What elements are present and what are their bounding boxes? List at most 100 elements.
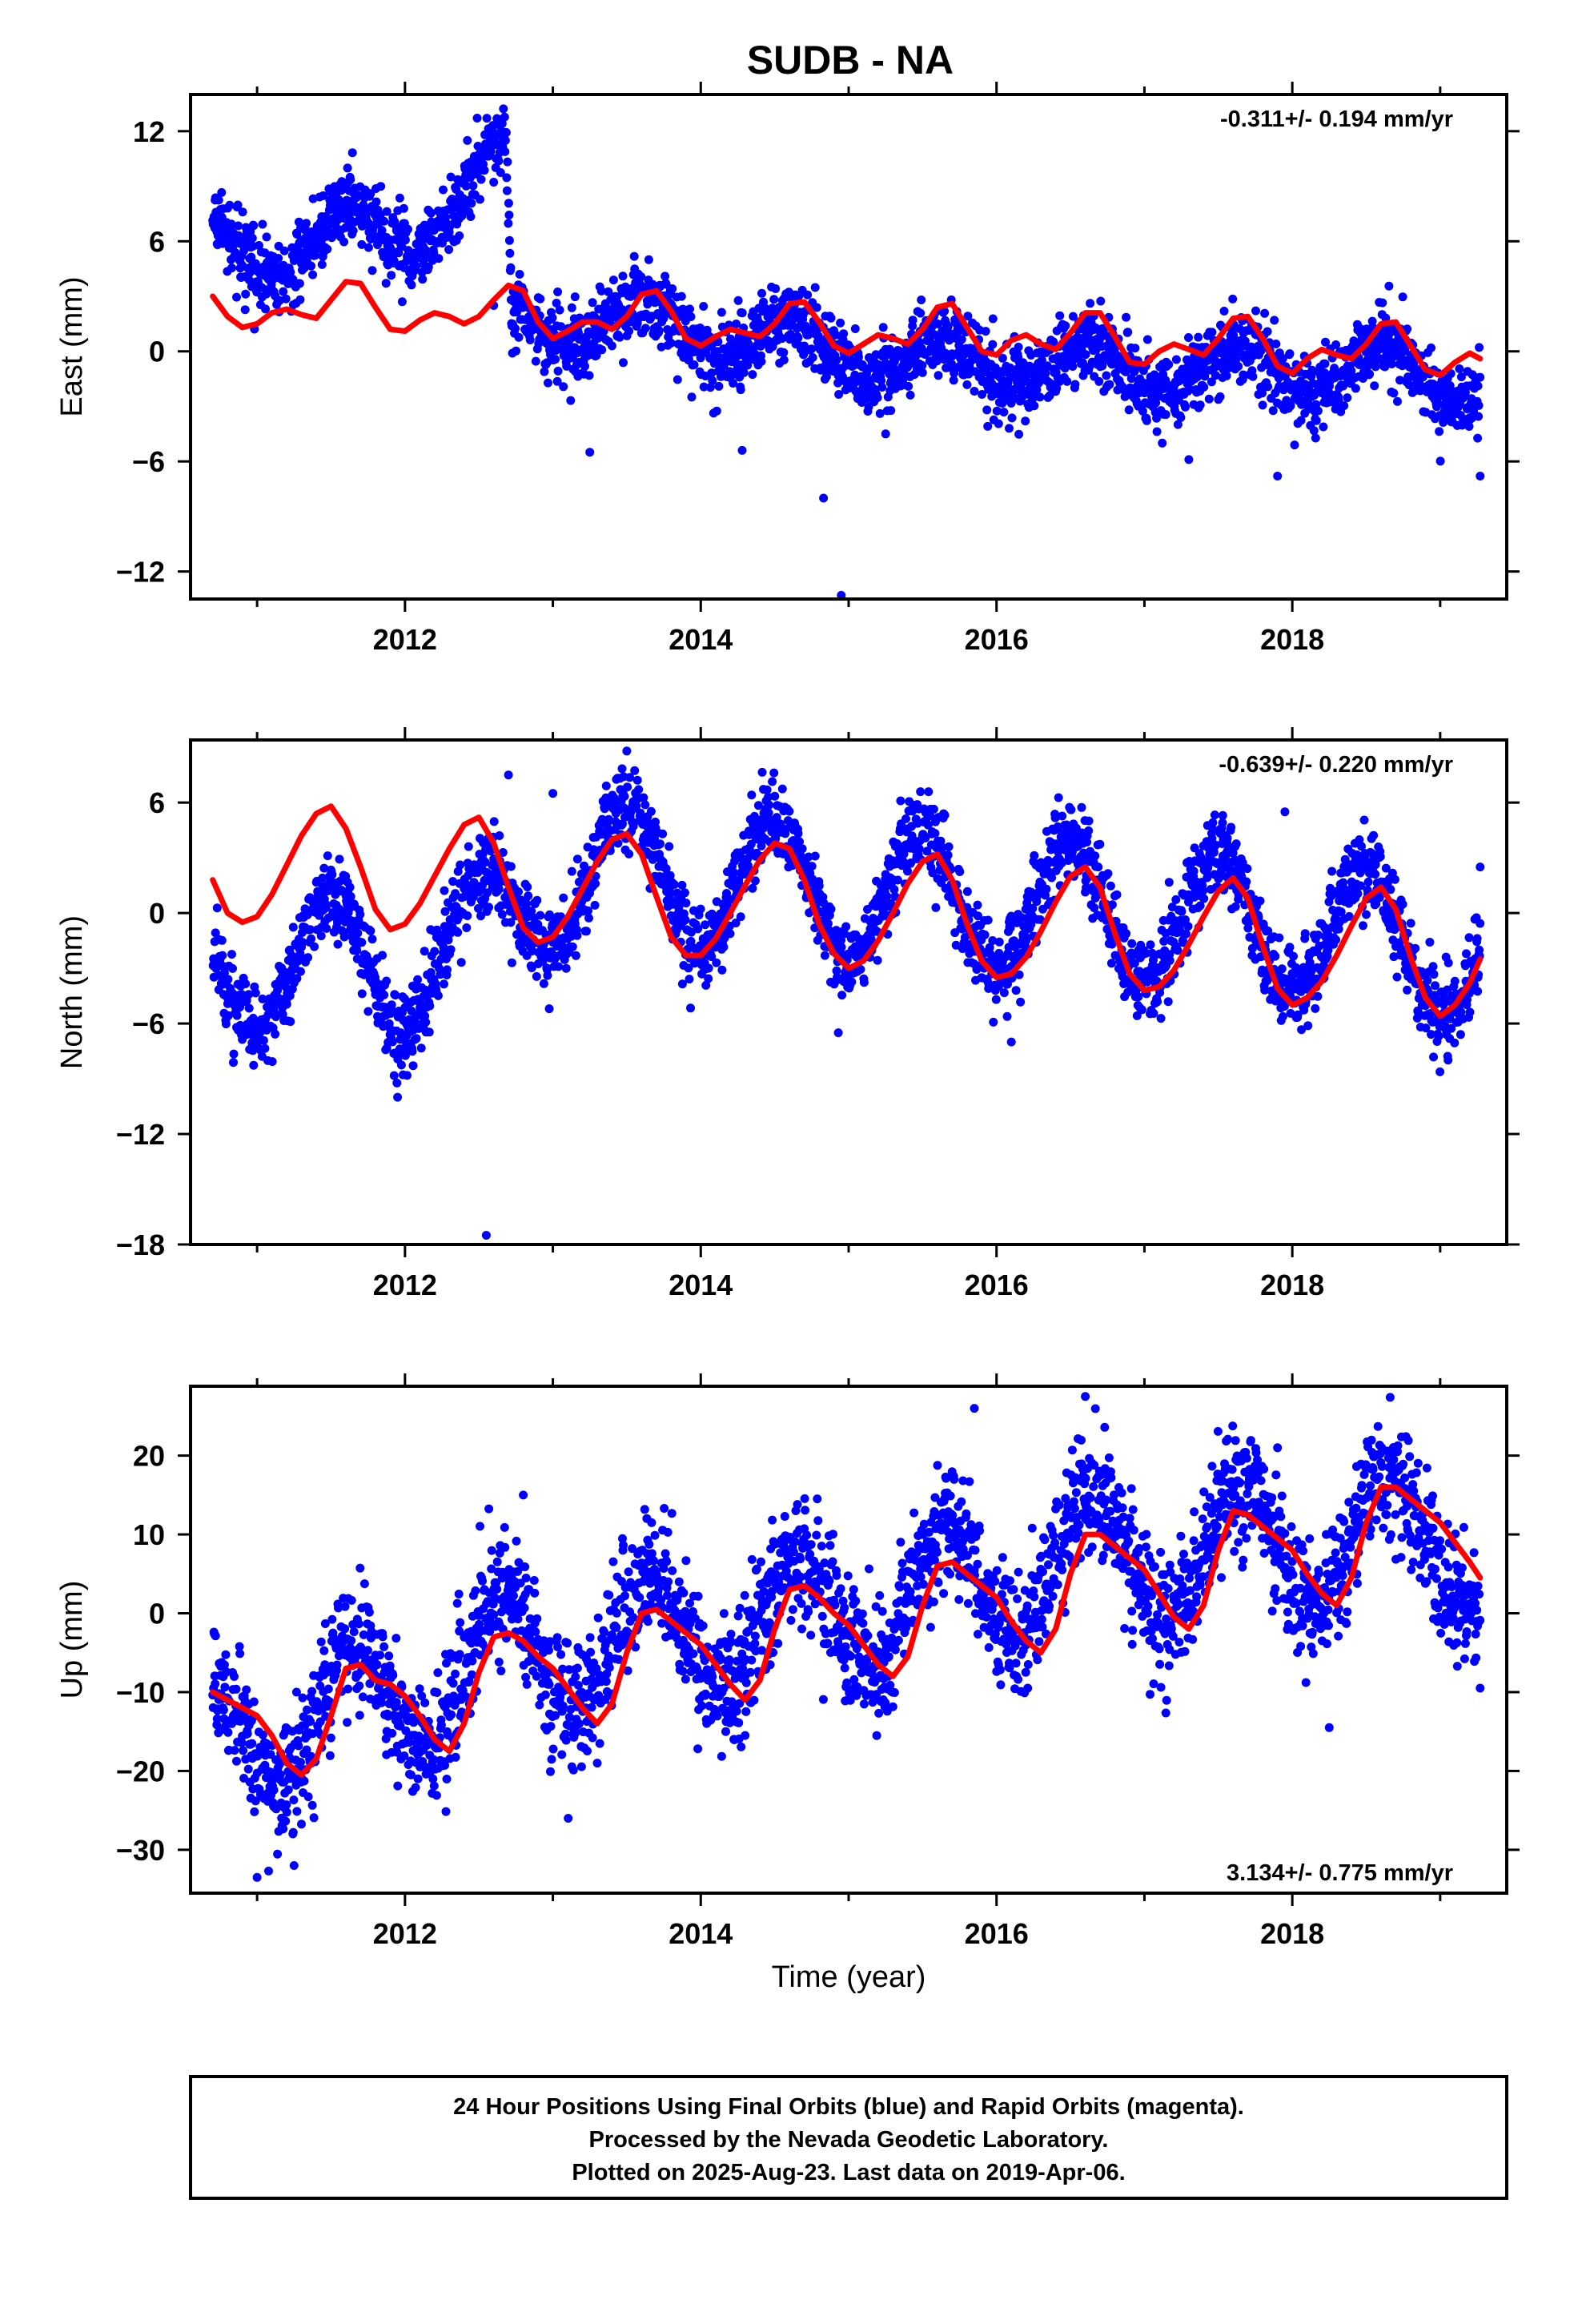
data-point [212, 903, 222, 913]
data-point [875, 408, 885, 418]
data-point [785, 329, 795, 339]
data-point [1296, 416, 1306, 425]
data-point [640, 324, 650, 333]
data-point [1138, 406, 1147, 416]
data-point [696, 904, 705, 914]
data-point [1189, 866, 1199, 876]
data-point [1398, 292, 1407, 302]
data-point [1130, 959, 1139, 968]
data-point [983, 915, 993, 925]
data-point [696, 353, 705, 363]
data-point [241, 979, 251, 988]
data-point [1309, 426, 1319, 436]
data-point [580, 361, 589, 371]
data-point [514, 887, 523, 896]
data-point [1021, 416, 1030, 426]
x-tick-label: 2018 [1260, 623, 1324, 656]
data-point [1435, 456, 1445, 466]
data-point [1078, 358, 1087, 368]
data-point [748, 883, 757, 893]
data-point [227, 219, 236, 229]
data-point [357, 239, 367, 249]
data-point [1239, 370, 1248, 380]
data-point [1176, 412, 1186, 422]
data-point [992, 406, 1002, 416]
data-point [1062, 376, 1072, 386]
data-point [1094, 376, 1104, 386]
data-point [931, 903, 941, 912]
data-point [381, 279, 391, 288]
data-point [511, 324, 520, 333]
data-point [917, 360, 927, 370]
x-tick-label: 2012 [373, 623, 437, 656]
data-point [418, 275, 428, 284]
data-point [1095, 839, 1105, 849]
data-point [832, 966, 841, 975]
data-point [357, 989, 367, 999]
data-point [1313, 406, 1323, 416]
data-point [310, 942, 319, 951]
data-point [924, 787, 934, 797]
data-point [1058, 811, 1067, 821]
data-point [1050, 813, 1060, 822]
data-point [319, 191, 328, 200]
outlier-point [881, 429, 890, 439]
data-point [890, 365, 900, 374]
data-point [308, 270, 318, 279]
data-point [908, 316, 917, 325]
data-point [319, 863, 329, 873]
data-point [480, 858, 490, 867]
data-point [762, 785, 772, 794]
data-point [446, 172, 456, 182]
data-point [462, 923, 472, 932]
data-point [1159, 936, 1169, 946]
data-point [436, 970, 445, 979]
data-point [770, 791, 780, 801]
data-point [764, 792, 773, 802]
data-point [1090, 851, 1100, 861]
data-point [1182, 929, 1191, 939]
data-point [769, 295, 779, 304]
data-point [777, 784, 787, 794]
data-point [502, 186, 512, 195]
data-point [582, 927, 591, 936]
x-tick-label: 2014 [669, 623, 733, 656]
data-point [494, 884, 504, 894]
data-point [274, 254, 283, 263]
data-point [298, 938, 307, 947]
data-point [1016, 997, 1026, 1007]
data-point [747, 790, 757, 800]
data-point [371, 197, 381, 207]
data-point [561, 963, 571, 973]
data-point [1005, 424, 1014, 433]
data-point [839, 329, 849, 339]
data-point [823, 919, 833, 928]
data-point [917, 296, 926, 304]
data-point [391, 991, 400, 1000]
data-point [1389, 388, 1399, 398]
data-point [345, 883, 355, 892]
data-point [403, 1071, 412, 1080]
data-point [281, 294, 291, 304]
data-point [717, 308, 726, 317]
data-point [1007, 413, 1017, 423]
data-point [357, 938, 367, 947]
data-point [400, 235, 410, 245]
data-point [353, 928, 363, 938]
data-point [804, 852, 813, 862]
data-point [1371, 362, 1380, 372]
data-point [957, 335, 966, 344]
data-point [1171, 895, 1181, 904]
data-point [680, 888, 689, 898]
data-point [1070, 380, 1080, 389]
data-point [531, 356, 540, 366]
data-point [1173, 946, 1182, 955]
data-point [407, 280, 416, 290]
data-point [367, 266, 377, 275]
data-point [525, 336, 535, 344]
data-point [717, 965, 727, 975]
data-point [917, 368, 927, 377]
data-point [795, 837, 804, 846]
data-point [687, 927, 696, 937]
